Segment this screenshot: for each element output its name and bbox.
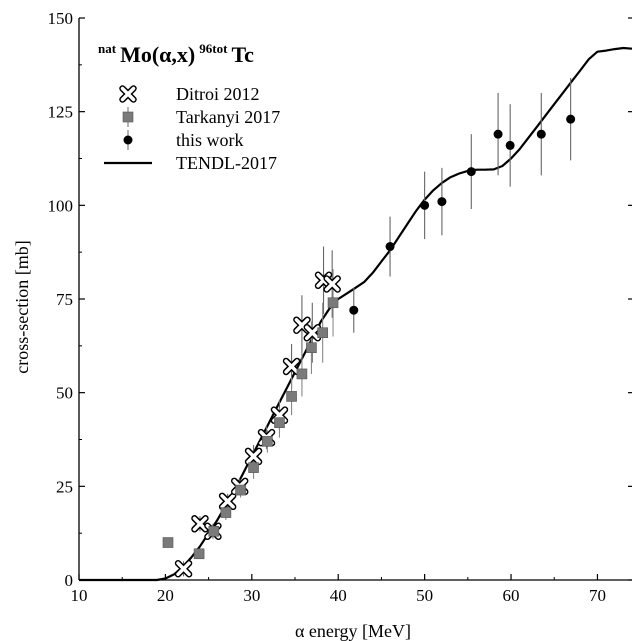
- tarkanyi-2017-point: [193, 548, 205, 560]
- x-tick-label: 20: [157, 586, 174, 605]
- this-work-point: [466, 167, 476, 177]
- x-tick-label: 60: [503, 586, 520, 605]
- x-tick-label: 70: [589, 586, 606, 605]
- y-tick-label: 150: [48, 9, 74, 28]
- tarkanyi-2017-point: [286, 391, 297, 402]
- tarkanyi-2017-point: [220, 507, 232, 518]
- ditroi-2012-point: [244, 447, 263, 466]
- legend: Ditroi 2012 Tarkanyi 2017 this work TENDL-2…: [104, 84, 280, 173]
- y-tick-label: 50: [56, 384, 73, 403]
- tarkanyi-2017-point: [235, 484, 246, 496]
- tarkanyi-2017-point: [317, 327, 328, 339]
- this-work-point: [349, 305, 359, 315]
- marker-fill: [220, 494, 235, 509]
- ditroi-2012-point: [174, 560, 193, 578]
- marker-fill: [305, 325, 320, 340]
- legend-marker-this-work: [123, 135, 133, 145]
- y-tick-label: 75: [56, 290, 73, 309]
- tarkanyi-2017-point: [327, 297, 339, 309]
- tarkanyi-2017-point: [296, 368, 308, 380]
- ditroi-2012-point: [282, 357, 301, 376]
- this-work-point: [566, 114, 576, 124]
- this-work-point: [536, 129, 546, 139]
- chart-title: nat Mo(α,x) 96tot Tc: [98, 40, 254, 67]
- legend-label-tarkanyi-2017: Tarkanyi 2017: [176, 107, 280, 127]
- marker-fill: [284, 359, 299, 374]
- ditroi-2012-point: [303, 323, 322, 342]
- ditroi-2012-point: [323, 275, 341, 293]
- ditroi-2012-point: [191, 515, 209, 533]
- x-tick-label: 50: [416, 586, 433, 605]
- this-work-point: [437, 197, 447, 207]
- ditroi-2012-point: [218, 492, 237, 511]
- this-work-point: [385, 242, 395, 252]
- marker-fill: [246, 449, 261, 464]
- tarkanyi-2017-point: [208, 525, 220, 537]
- ticks-layer: 10 20 30 40 50 60 70 0 25 50 75 100 125 150: [48, 9, 632, 605]
- legend-marker-tarkanyi-2017: [122, 111, 134, 123]
- y-tick-label: 0: [65, 571, 74, 590]
- tarkanyi-2017-point: [162, 537, 174, 548]
- legend-label-tendl-2017: TENDL-2017: [176, 153, 277, 173]
- tarkanyi-2017-point: [274, 417, 285, 428]
- tarkanyi-2017-point: [262, 436, 273, 447]
- tarkanyi-2017-point: [248, 462, 259, 473]
- this-work-point: [420, 200, 430, 210]
- this-work-point: [505, 140, 515, 150]
- y-tick-label: 25: [56, 477, 73, 496]
- y-tick-label: 125: [48, 103, 74, 122]
- legend-label-ditroi-2012: Ditroi 2012: [176, 84, 260, 104]
- legend-label-this-work: this work: [176, 130, 244, 150]
- this-work-point: [493, 129, 503, 139]
- marker-fill: [192, 516, 208, 532]
- title-main-2: Tc: [231, 42, 254, 67]
- y-tick-label: 100: [48, 196, 74, 215]
- tarkanyi-2017-point: [306, 342, 317, 354]
- x-tick-label: 40: [330, 586, 347, 605]
- plot-frame-layer: [78, 18, 632, 581]
- marker-fill: [176, 561, 191, 577]
- title-sup-nat: nat: [98, 41, 117, 56]
- markers-layer: [162, 114, 576, 578]
- marker-fill: [324, 276, 340, 292]
- x-tick-label: 30: [243, 586, 260, 605]
- marker-fill: [120, 86, 136, 102]
- legend-marker-ditroi-2012: [119, 85, 137, 103]
- title-main-1: Mo(α,x): [120, 42, 195, 67]
- x-axis-label: α energy [MeV]: [295, 621, 411, 641]
- x-tick-label: 10: [71, 586, 88, 605]
- y-axis-label: cross-section [mb]: [12, 240, 32, 373]
- title-sup-96tot: 96tot: [199, 41, 228, 56]
